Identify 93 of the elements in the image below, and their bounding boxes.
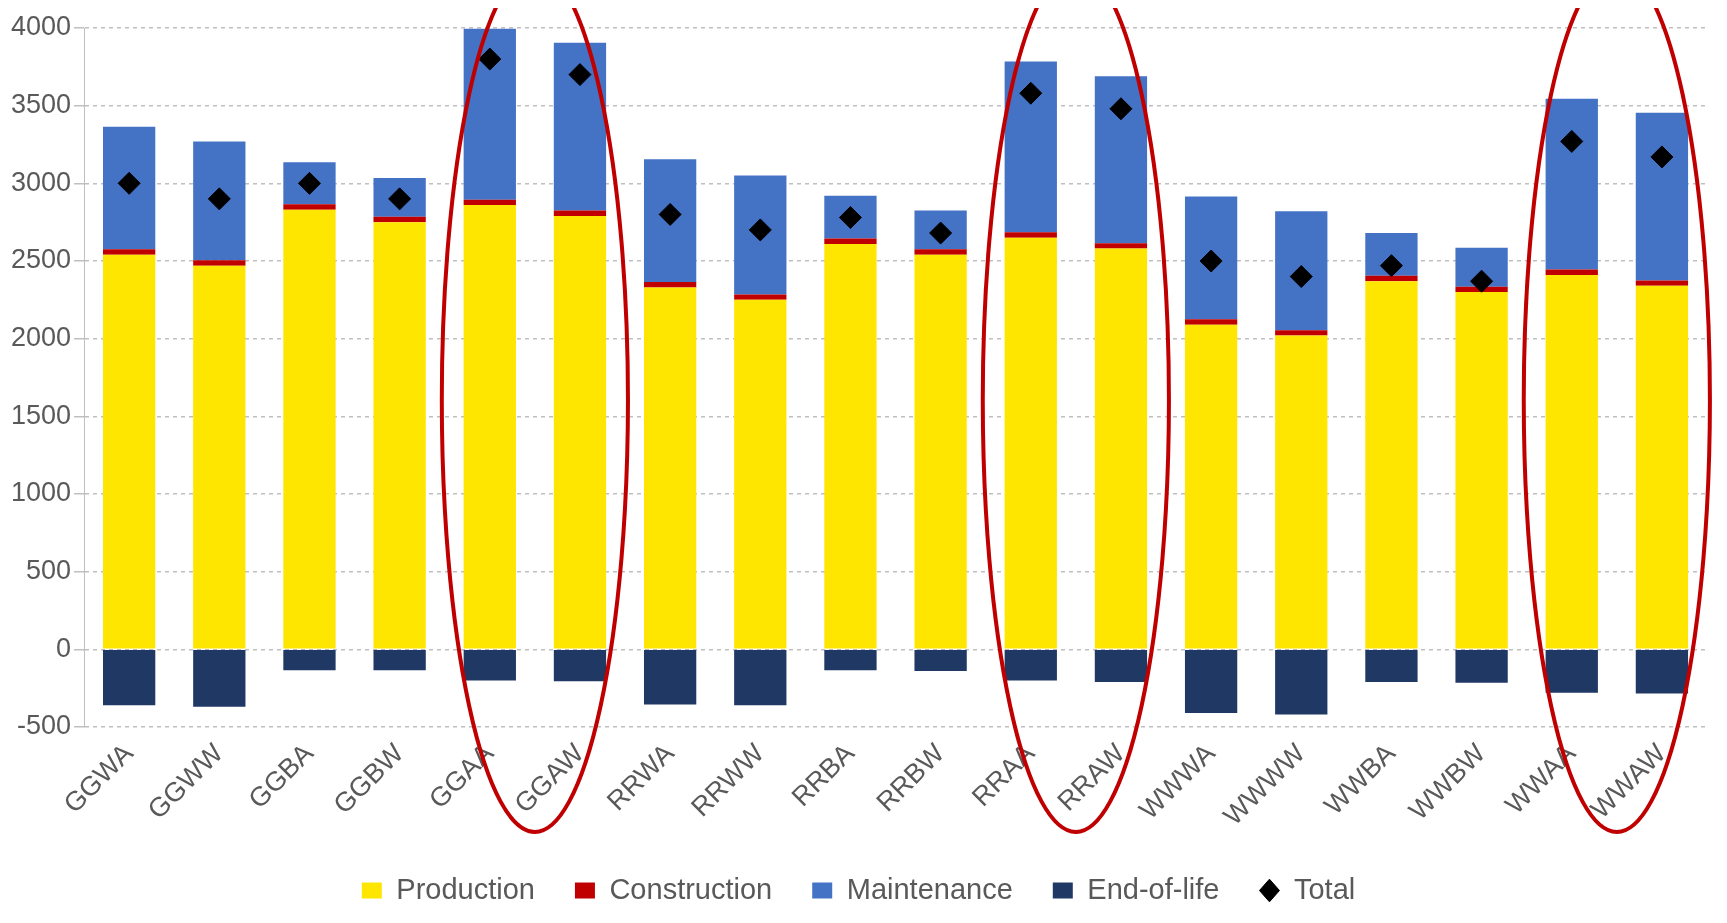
bar xyxy=(1184,319,1238,325)
bar xyxy=(283,204,336,210)
y-tick-label: 3500 xyxy=(10,89,72,120)
bar xyxy=(1184,650,1238,714)
y-tick-label: 1500 xyxy=(10,399,72,430)
bar xyxy=(1545,269,1598,275)
bar xyxy=(1184,196,1238,320)
bar xyxy=(643,281,697,288)
bar xyxy=(1635,285,1689,649)
y-tick-label: 500 xyxy=(26,555,72,586)
bar xyxy=(463,205,516,649)
bar xyxy=(463,28,516,200)
bar xyxy=(1004,650,1057,681)
bar xyxy=(1455,650,1508,683)
bar xyxy=(1275,335,1328,649)
bar xyxy=(103,249,156,255)
bar xyxy=(643,287,697,649)
bar xyxy=(1094,76,1148,244)
bar xyxy=(103,126,156,250)
bar xyxy=(914,249,967,255)
bar xyxy=(824,243,877,649)
bar xyxy=(1635,112,1689,281)
point xyxy=(1650,145,1674,169)
bar xyxy=(1455,292,1508,649)
point xyxy=(207,187,231,211)
bar xyxy=(1635,650,1689,694)
bar xyxy=(1184,324,1238,649)
bar xyxy=(193,650,246,707)
bar xyxy=(463,199,516,206)
point xyxy=(568,63,592,87)
y-tick-label: 2000 xyxy=(10,322,72,353)
point xyxy=(748,218,772,242)
bar xyxy=(463,650,516,681)
bar xyxy=(1004,237,1057,649)
bar xyxy=(1545,274,1598,649)
legend-label: Maintenance xyxy=(846,872,1013,905)
bar xyxy=(553,210,607,216)
bar xyxy=(824,650,877,671)
bar xyxy=(824,238,877,244)
bar xyxy=(193,260,246,266)
y-tick-label: 3000 xyxy=(10,166,72,197)
point xyxy=(478,47,502,71)
point xyxy=(1560,129,1584,153)
bar xyxy=(1635,280,1689,286)
bar xyxy=(1004,232,1057,238)
bar xyxy=(1094,243,1148,249)
point xyxy=(658,202,682,226)
bar xyxy=(1365,275,1418,282)
bar xyxy=(193,141,246,261)
y-tick-label: 0 xyxy=(56,632,72,663)
point xyxy=(1199,249,1223,273)
y-tick-label: -500 xyxy=(17,710,72,741)
bar xyxy=(553,650,607,682)
bar xyxy=(1545,650,1598,693)
point xyxy=(1470,269,1494,293)
bar xyxy=(914,254,967,649)
bar xyxy=(103,254,156,649)
bar xyxy=(1365,650,1418,682)
bar xyxy=(283,209,336,649)
bar xyxy=(1004,61,1057,233)
y-tick-label: 1000 xyxy=(10,477,72,508)
point xyxy=(1019,81,1043,105)
bar xyxy=(734,294,787,300)
bar xyxy=(643,650,697,705)
bar xyxy=(1094,650,1148,682)
bar xyxy=(734,175,787,295)
bar xyxy=(1365,281,1418,649)
y-tick-label: 4000 xyxy=(10,11,72,42)
bar xyxy=(1275,211,1328,331)
point xyxy=(117,171,141,195)
bar xyxy=(373,222,426,649)
bar xyxy=(553,42,607,211)
bar xyxy=(193,265,246,649)
legend-label: Total xyxy=(1293,872,1356,905)
bar xyxy=(1094,248,1148,649)
legend-label: Production xyxy=(396,872,535,905)
bar xyxy=(734,299,787,649)
legend-label: End-of-life xyxy=(1087,872,1220,905)
bar xyxy=(373,650,426,671)
bar xyxy=(1545,98,1598,270)
bar xyxy=(914,650,967,672)
bar xyxy=(283,650,336,671)
legend-label: Construction xyxy=(609,872,773,905)
bar xyxy=(1275,650,1328,715)
bar xyxy=(103,650,156,706)
y-tick-label: 2500 xyxy=(10,244,72,275)
bar xyxy=(1275,330,1328,336)
point xyxy=(1109,97,1133,121)
bar xyxy=(553,215,607,649)
bar xyxy=(643,159,697,282)
bar xyxy=(373,216,426,223)
point xyxy=(1289,265,1313,289)
bar xyxy=(734,650,787,706)
